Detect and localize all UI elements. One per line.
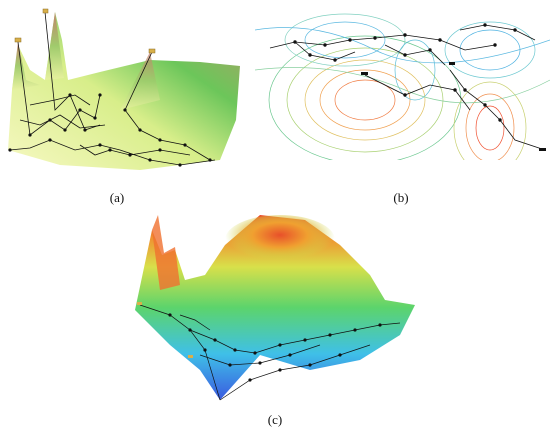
panel-b-contours	[255, 13, 550, 160]
panel-a-peak-center	[45, 12, 64, 80]
panel-c: (c)	[130, 205, 420, 427]
panel-b-caption: (b)	[393, 190, 409, 205]
panel-c-surface-plot	[135, 215, 415, 401]
panel-a-nodes	[8, 93, 212, 167]
panel-b-nodes	[293, 23, 517, 122]
panel-c-hill-top	[225, 215, 335, 265]
panel-b-contour-plot	[255, 13, 550, 160]
panel-a-reservoir-markers	[14, 8, 156, 54]
panel-c-left-spikes	[152, 215, 180, 290]
panel-c-reservoir-markers	[137, 302, 193, 358]
panel-a-caption: (a)	[109, 190, 125, 205]
panel-b-reservoir-markers	[361, 62, 546, 151]
panel-c-surface	[135, 215, 415, 400]
panel-c-nodes	[168, 313, 382, 382]
panel-c-caption: (c)	[267, 412, 283, 427]
panel-a-surface	[8, 12, 240, 170]
panel-a-surface-plot	[8, 8, 240, 170]
panel-a-peak-right	[120, 52, 160, 110]
panel-a: (a)	[0, 0, 250, 205]
panel-b: (b)	[255, 10, 550, 205]
panel-a-peak-left	[12, 42, 40, 90]
